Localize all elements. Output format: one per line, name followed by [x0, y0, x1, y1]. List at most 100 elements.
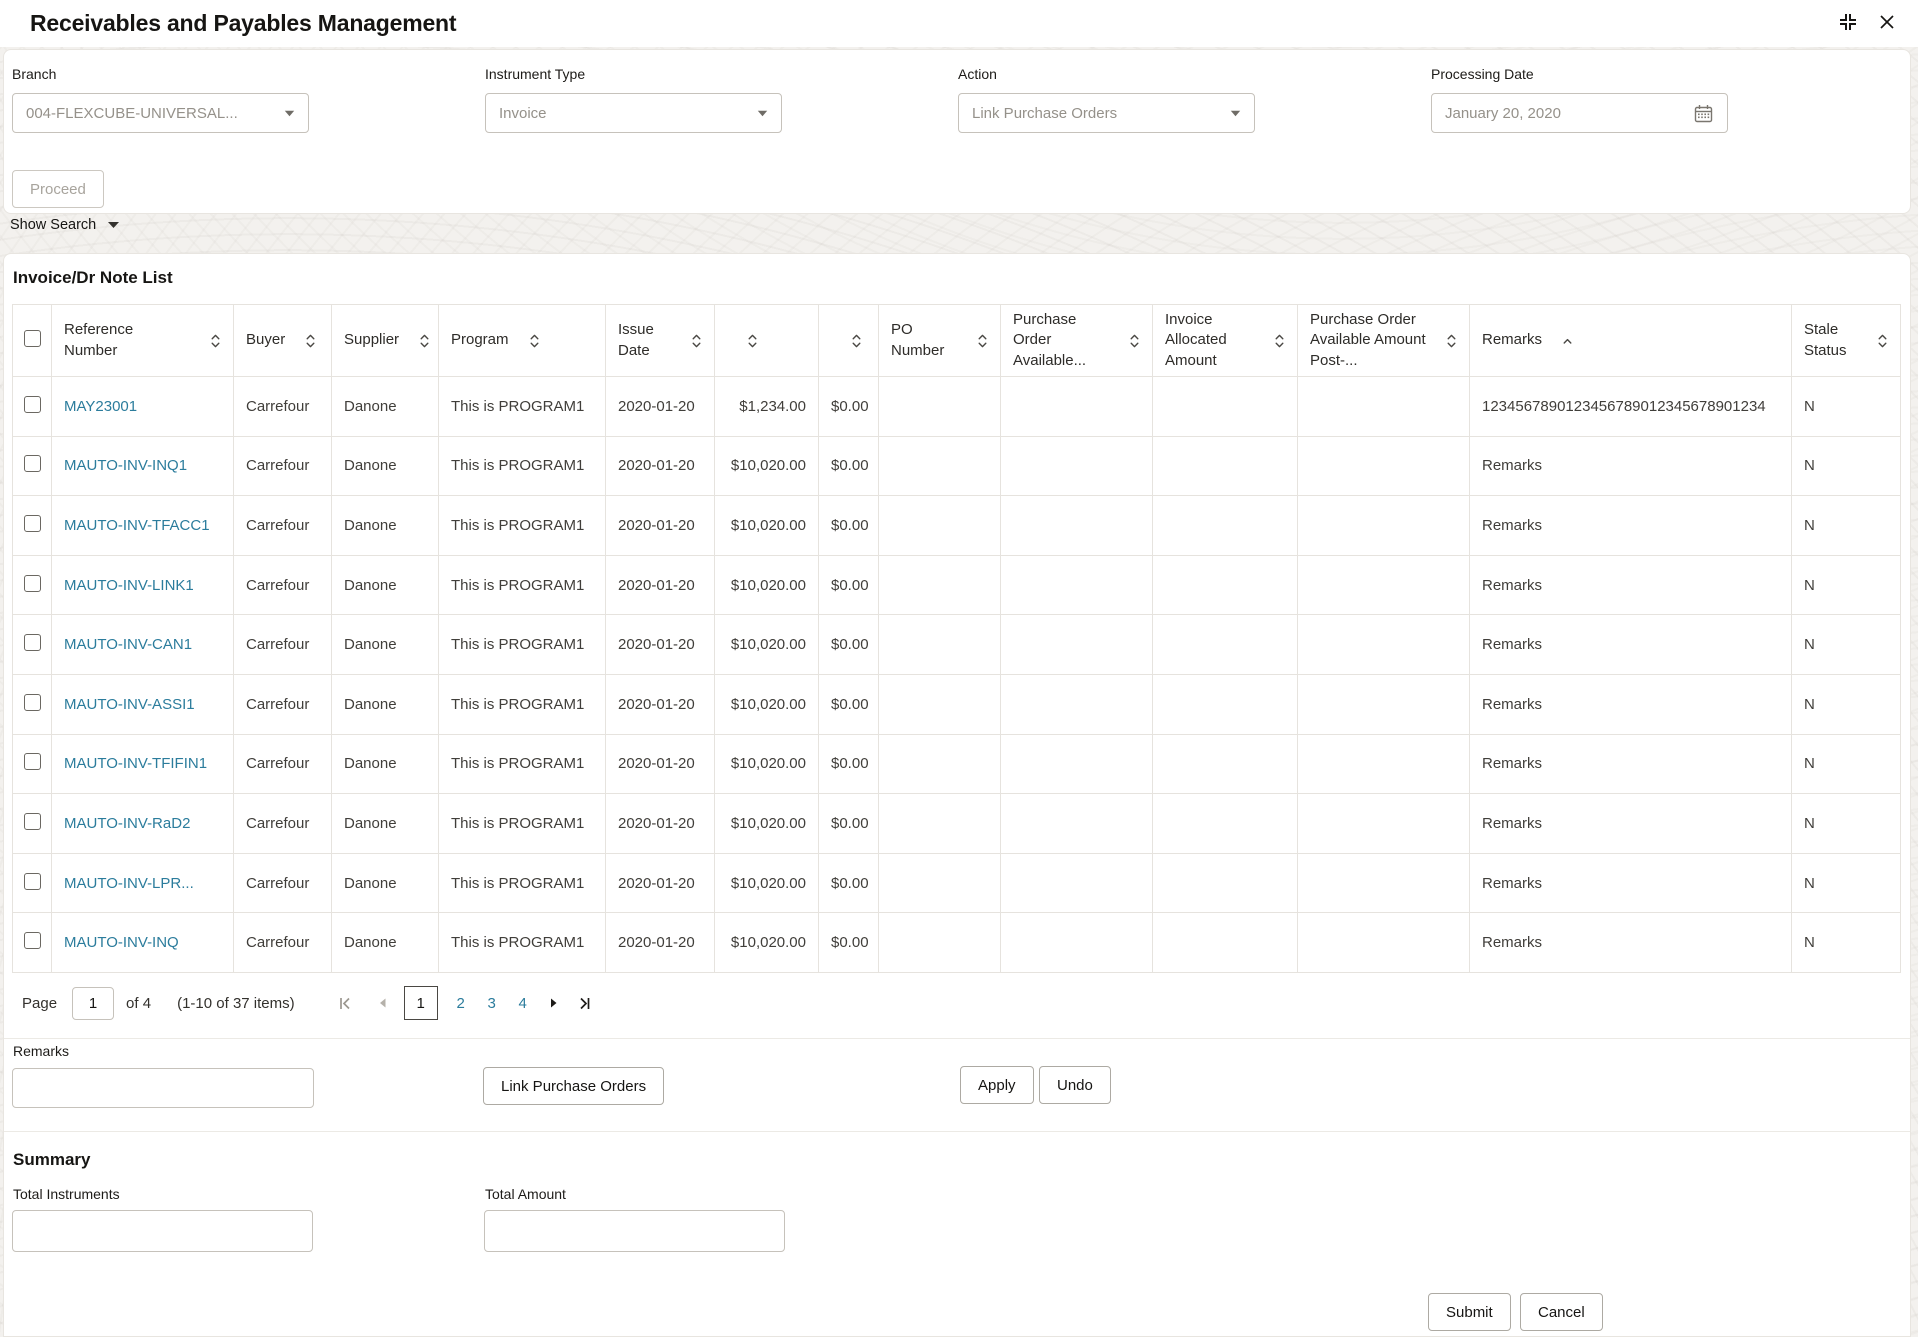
instrument-type-select[interactable]: Invoice — [485, 93, 782, 133]
chevron-down-icon — [284, 110, 295, 116]
cell-remarks: Remarks — [1469, 495, 1792, 556]
cell-allocated_amount: $0.00 — [818, 733, 879, 795]
cell-supplier: Danone — [331, 733, 439, 795]
column-header-reference[interactable]: Reference Number — [51, 304, 234, 377]
column-header-allocated_amount[interactable] — [818, 304, 879, 377]
page-of-label: of 4 — [126, 994, 152, 1012]
reference-link[interactable]: MAUTO-INV-ASSI1 — [64, 695, 195, 713]
row-checkbox[interactable] — [23, 872, 41, 890]
row-checkbox[interactable] — [23, 574, 41, 592]
undo-button[interactable]: Undo — [1039, 1066, 1111, 1104]
column-header-po_number[interactable]: PO Number — [878, 304, 1001, 377]
action-select[interactable]: Link Purchase Orders — [958, 93, 1255, 133]
reference-link[interactable]: MAUTO-INV-INQ1 — [64, 457, 188, 475]
cancel-button[interactable]: Cancel — [1520, 1293, 1603, 1331]
column-header-invoice_amount[interactable] — [714, 304, 819, 377]
column-header-po_available[interactable]: Purchase Order Available... — [1000, 304, 1153, 377]
remarks-input[interactable] — [12, 1068, 314, 1108]
cell-po_number — [878, 912, 1001, 973]
total-instruments-input[interactable] — [12, 1210, 313, 1252]
collapse-icon[interactable] — [1838, 12, 1858, 32]
column-header-issue_date[interactable]: Issue Date — [605, 304, 715, 377]
reference-link[interactable]: MAY23001 — [64, 397, 138, 415]
reference-link[interactable]: MAUTO-INV-INQ — [64, 934, 179, 952]
row-checkbox[interactable] — [23, 932, 41, 950]
cell-po_number — [878, 733, 1001, 795]
reference-link[interactable]: MAUTO-INV-TFACC1 — [64, 516, 210, 534]
cell-invoice_amount: $10,020.00 — [714, 614, 819, 675]
reference-link[interactable]: MAUTO-INV-TFIFIN1 — [64, 755, 208, 773]
page-number-input[interactable] — [72, 986, 115, 1020]
total-amount-input[interactable] — [484, 1210, 785, 1252]
cell-buyer: Carrefour — [233, 376, 332, 437]
row-checkbox[interactable] — [23, 634, 41, 652]
cell-issue_date: 2020-01-20 — [605, 852, 715, 914]
cell-issue_date: 2020-01-20 — [605, 733, 715, 795]
cell-program: This is PROGRAM1 — [438, 793, 606, 854]
next-page-icon[interactable] — [548, 996, 560, 1010]
reference-link[interactable]: MAUTO-INV-CAN1 — [64, 636, 193, 654]
column-header-remarks[interactable]: Remarks — [1469, 304, 1792, 377]
row-checkbox[interactable] — [23, 812, 41, 830]
first-page-icon[interactable] — [337, 995, 354, 1012]
page-label: Page — [22, 994, 58, 1012]
sort-updown-icon — [1275, 334, 1284, 347]
page-link-3[interactable]: 3 — [487, 994, 496, 1012]
close-icon[interactable] — [1878, 12, 1896, 32]
row-checkbox[interactable] — [23, 455, 41, 473]
current-page-button[interactable]: 1 — [403, 986, 438, 1020]
cell-issue_date: 2020-01-20 — [605, 376, 715, 437]
cell-invoice_amount: $10,020.00 — [714, 912, 819, 973]
branch-label: Branch — [12, 66, 57, 82]
row-checkbox[interactable] — [23, 753, 41, 771]
row-select-cell — [12, 852, 52, 914]
show-search-label: Show Search — [10, 217, 97, 233]
cell-remarks: Remarks — [1469, 793, 1792, 854]
table-row: MAY23001 Carrefour Danone This is PROGRAM1 2… — [12, 376, 1901, 437]
row-select-cell — [12, 376, 52, 437]
last-page-icon[interactable] — [576, 995, 593, 1012]
show-search-toggle[interactable]: Show Search — [10, 217, 120, 233]
calendar-icon[interactable] — [1693, 103, 1714, 124]
column-header-supplier[interactable]: Supplier — [331, 304, 439, 377]
column-header-buyer[interactable]: Buyer — [233, 304, 332, 377]
reference-link[interactable]: MAUTO-INV-LINK1 — [64, 576, 194, 594]
cell-buyer: Carrefour — [233, 435, 332, 497]
cell-po_available_post — [1297, 614, 1470, 675]
processing-date-field: Processing Date January 20, 2020 — [1431, 66, 1728, 133]
reference-link[interactable]: MAUTO-INV-RaD2 — [64, 814, 191, 832]
proceed-button[interactable]: Proceed — [12, 170, 104, 208]
branch-select[interactable]: 004-FLEXCUBE-UNIVERSAL... — [12, 93, 309, 133]
cell-invoice_allocated — [1152, 435, 1298, 497]
cell-remarks: 1234567890123456789012345678901234 — [1469, 376, 1792, 437]
cell-invoice_allocated — [1152, 852, 1298, 914]
cell-program: This is PROGRAM1 — [438, 673, 606, 735]
prev-page-icon[interactable] — [376, 996, 388, 1010]
cell-stale_status: N — [1791, 614, 1901, 675]
cell-issue_date: 2020-01-20 — [605, 912, 715, 973]
cell-reference: MAUTO-INV-LPR... — [51, 852, 234, 914]
cell-allocated_amount: $0.00 — [818, 554, 879, 616]
cell-stale_status: N — [1791, 912, 1901, 973]
link-purchase-orders-button[interactable]: Link Purchase Orders — [483, 1067, 665, 1105]
cell-issue_date: 2020-01-20 — [605, 435, 715, 497]
sort-updown-icon — [1878, 334, 1887, 347]
column-header-invoice_allocated[interactable]: Invoice Allocated Amount — [1152, 304, 1298, 377]
row-checkbox[interactable] — [23, 693, 41, 711]
apply-button[interactable]: Apply — [960, 1066, 1034, 1104]
reference-link[interactable]: MAUTO-INV-LPR... — [64, 874, 194, 892]
column-header-program[interactable]: Program — [438, 304, 606, 377]
submit-button[interactable]: Submit — [1428, 1293, 1511, 1331]
page-link-4[interactable]: 4 — [518, 994, 527, 1012]
table-row: MAUTO-INV-TFIFIN1 Carrefour Danone This is … — [12, 733, 1901, 795]
cell-reference: MAY23001 — [51, 376, 234, 437]
processing-date-input[interactable]: January 20, 2020 — [1431, 93, 1728, 133]
action-label: Action — [958, 66, 997, 82]
cell-invoice_amount: $10,020.00 — [714, 793, 819, 854]
row-checkbox[interactable] — [23, 514, 41, 532]
column-header-po_available_post[interactable]: Purchase Order Available Amount Post-... — [1297, 304, 1470, 377]
page-link-2[interactable]: 2 — [456, 994, 465, 1012]
column-header-stale_status[interactable]: Stale Status — [1791, 304, 1901, 377]
select-all-checkbox[interactable] — [23, 330, 41, 347]
row-checkbox[interactable] — [23, 395, 41, 413]
